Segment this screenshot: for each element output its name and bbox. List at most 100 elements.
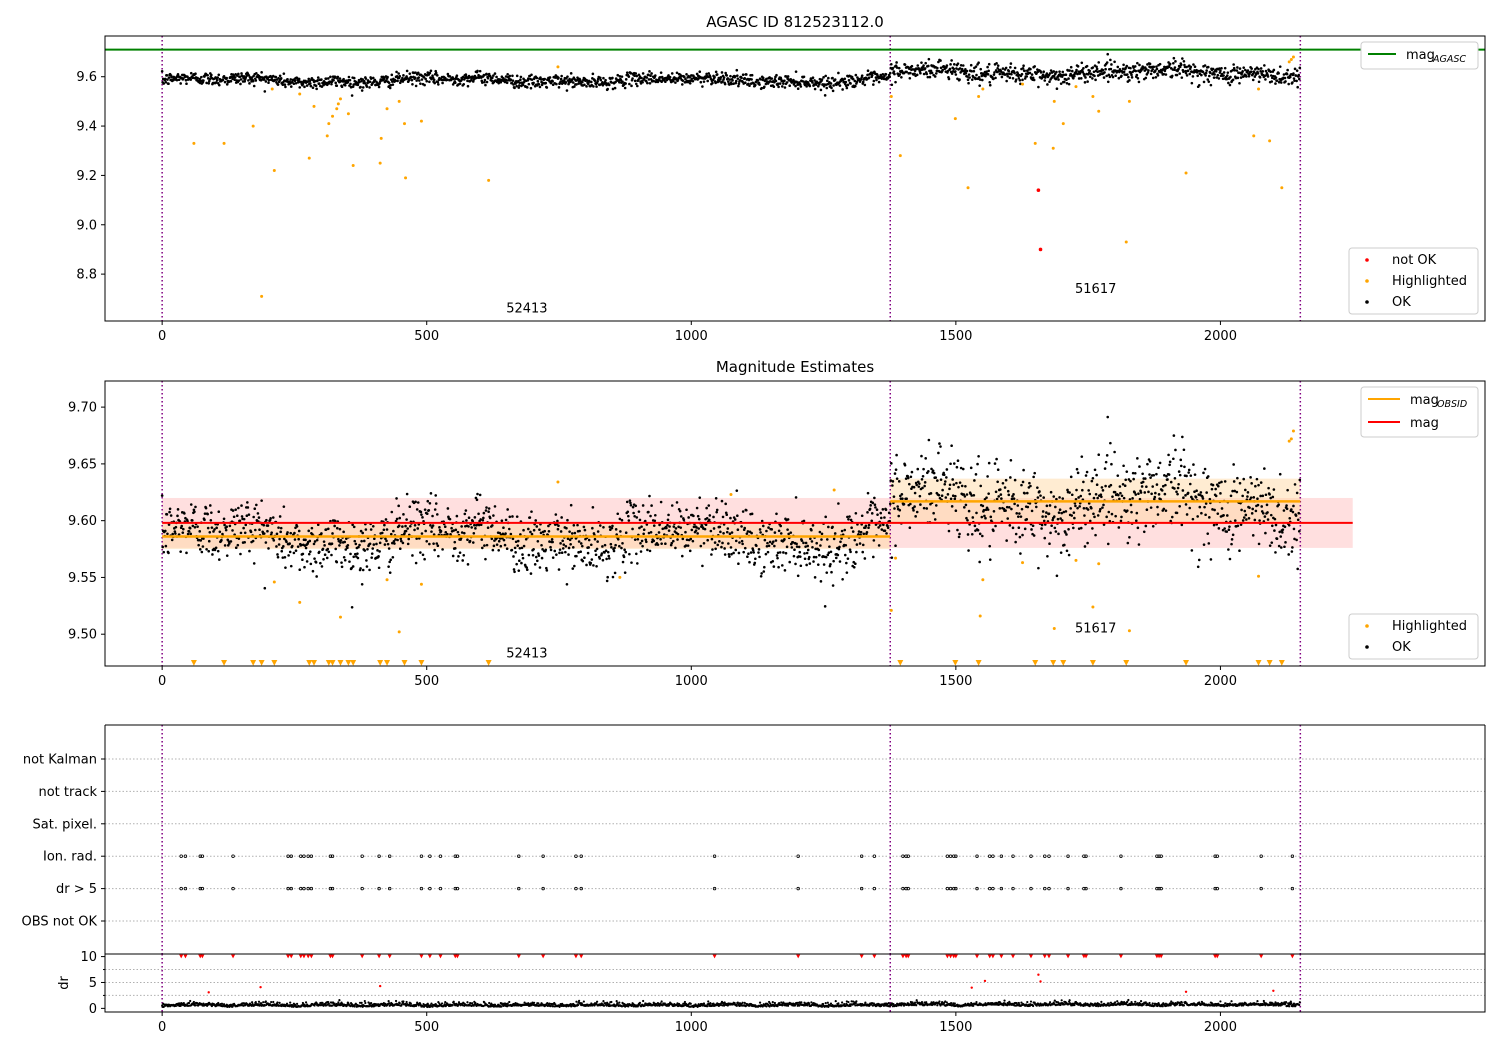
ok-point [941, 488, 944, 492]
highlighted-point [336, 102, 340, 106]
ok-point [913, 72, 916, 75]
ok-point [1105, 515, 1108, 519]
ok-point [338, 527, 342, 531]
ok-point [1232, 463, 1235, 466]
ok-point [263, 586, 267, 590]
dr-point [327, 1002, 330, 1005]
ok-point [1204, 502, 1208, 505]
ok-point [1043, 79, 1047, 82]
ok-point [557, 76, 560, 80]
flag-point [579, 886, 583, 891]
legend-marker [1365, 258, 1369, 262]
ok-point [595, 547, 599, 551]
ok-point [1009, 62, 1013, 65]
ok-point [208, 77, 212, 81]
ok-point [1178, 65, 1182, 69]
ok-point [309, 84, 313, 88]
ok-point [522, 80, 526, 84]
ok-point [232, 515, 236, 519]
ok-point [611, 87, 615, 91]
ok-point [598, 76, 602, 80]
ok-point [494, 537, 498, 541]
ok-point [740, 539, 744, 543]
ok-point [251, 539, 255, 543]
ok-point [335, 526, 339, 530]
ok-point [1067, 527, 1070, 531]
ok-point [1094, 533, 1097, 537]
ok-point [385, 528, 389, 531]
ok-point [785, 545, 789, 549]
ok-point [434, 494, 438, 497]
ok-point [723, 547, 726, 550]
ok-point [1170, 74, 1174, 78]
highlighted-point [327, 122, 331, 126]
ok-point [1238, 549, 1241, 553]
highlighted-point [338, 97, 342, 101]
ok-point [646, 81, 649, 85]
flag-point [954, 854, 958, 858]
flag-point [1047, 854, 1051, 858]
ok-point [707, 72, 711, 75]
legend-box [1348, 247, 1479, 315]
ok-point [611, 76, 614, 80]
ok-point [811, 81, 814, 84]
ok-point [714, 70, 718, 74]
ok-point [1227, 528, 1231, 532]
ok-point [1108, 75, 1112, 79]
below-axis-marker [1060, 660, 1067, 666]
ok-point [194, 505, 197, 509]
ok-point [170, 538, 174, 542]
ok-point [740, 76, 743, 80]
ok-point [606, 575, 609, 579]
ok-point [180, 524, 184, 528]
ok-point [1113, 60, 1116, 64]
ok-point [585, 563, 588, 567]
highlighted-point [312, 104, 316, 108]
ok-point [1045, 72, 1049, 75]
ok-point [633, 538, 637, 541]
ok-point [225, 83, 229, 86]
ok-point [282, 72, 286, 75]
ok-point [1097, 453, 1101, 456]
flag-point [1213, 886, 1217, 891]
ok-point [1116, 65, 1120, 69]
ok-point [730, 531, 734, 534]
ok-point [691, 539, 695, 543]
ok-point [783, 86, 787, 89]
ok-point [201, 545, 205, 548]
ok-point [1092, 70, 1096, 74]
ok-point [1290, 508, 1293, 511]
ok-point [1231, 68, 1234, 72]
ok-point [931, 469, 935, 472]
ok-point [598, 557, 602, 560]
ok-point [763, 565, 766, 569]
below-axis-marker [1183, 660, 1190, 666]
ok-point [193, 510, 196, 514]
ok-point [784, 551, 788, 555]
ok-point [518, 559, 521, 563]
ok-point [289, 564, 293, 568]
ok-point [829, 562, 832, 566]
ok-point [970, 494, 974, 497]
ok-point [944, 496, 948, 499]
ok-point [1252, 71, 1256, 74]
ok-point [517, 86, 521, 89]
ok-point [897, 514, 901, 518]
ok-point [1216, 512, 1220, 515]
ok-point [945, 476, 948, 479]
ok-point [811, 76, 815, 80]
ok-point [312, 542, 316, 546]
ok-point [737, 84, 740, 88]
ok-point [1295, 79, 1298, 83]
ok-point [1200, 511, 1203, 515]
ok-point [1021, 78, 1024, 82]
ok-point [573, 531, 577, 535]
highlighted-point [325, 134, 329, 138]
ok-point [1073, 516, 1076, 520]
ok-point [592, 564, 595, 567]
ok-point [1257, 67, 1260, 71]
ok-point [692, 514, 695, 518]
ok-point [595, 564, 598, 568]
ok-point [1064, 531, 1067, 534]
ok-point [675, 71, 679, 75]
